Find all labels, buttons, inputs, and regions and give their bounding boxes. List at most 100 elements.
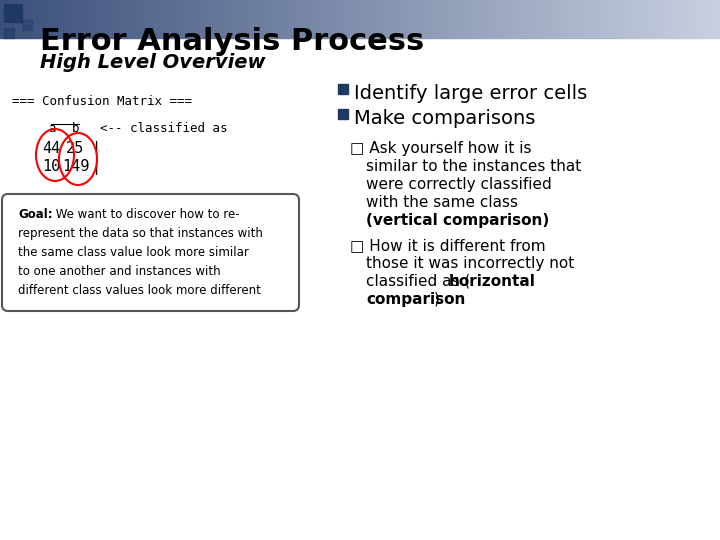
Bar: [646, 0, 647, 38]
Bar: [475, 0, 476, 38]
Bar: [174, 0, 175, 38]
Bar: [713, 0, 714, 38]
Bar: [431, 0, 432, 38]
Bar: [455, 0, 456, 38]
Bar: [112, 0, 113, 38]
Bar: [368, 0, 369, 38]
Bar: [116, 0, 117, 38]
Bar: [337, 0, 338, 38]
Bar: [610, 0, 611, 38]
Bar: [242, 0, 243, 38]
Bar: [608, 0, 609, 38]
Bar: [206, 0, 207, 38]
Bar: [558, 0, 559, 38]
Bar: [247, 0, 248, 38]
Bar: [165, 0, 166, 38]
Bar: [130, 0, 131, 38]
Bar: [217, 0, 218, 38]
Bar: [716, 0, 717, 38]
Bar: [503, 0, 504, 38]
Text: comparison: comparison: [366, 292, 465, 307]
Bar: [53, 0, 54, 38]
Bar: [574, 0, 575, 38]
Bar: [712, 0, 713, 38]
Bar: [507, 0, 508, 38]
Bar: [531, 0, 532, 38]
Bar: [191, 0, 192, 38]
Bar: [569, 0, 570, 38]
Text: horizontal: horizontal: [449, 274, 536, 289]
Bar: [536, 0, 537, 38]
Bar: [509, 0, 510, 38]
Bar: [201, 0, 202, 38]
Bar: [384, 0, 385, 38]
Bar: [476, 0, 477, 38]
Bar: [496, 0, 497, 38]
Bar: [303, 0, 304, 38]
Text: □ How it is different from: □ How it is different from: [350, 238, 546, 253]
Bar: [364, 0, 365, 38]
Bar: [99, 0, 100, 38]
Bar: [339, 0, 340, 38]
Bar: [689, 0, 690, 38]
Bar: [162, 0, 163, 38]
Bar: [77, 0, 78, 38]
Bar: [540, 0, 541, 38]
Bar: [338, 0, 339, 38]
Bar: [386, 0, 387, 38]
Bar: [486, 0, 487, 38]
Bar: [556, 0, 557, 38]
Bar: [675, 0, 676, 38]
Bar: [389, 0, 390, 38]
Bar: [619, 0, 620, 38]
Bar: [423, 0, 424, 38]
Bar: [474, 0, 475, 38]
Bar: [505, 0, 506, 38]
Bar: [537, 0, 538, 38]
Bar: [13, 0, 14, 38]
Bar: [289, 0, 290, 38]
Bar: [132, 0, 133, 38]
Bar: [591, 0, 592, 38]
Bar: [648, 0, 649, 38]
Bar: [225, 0, 226, 38]
Bar: [347, 0, 348, 38]
Bar: [559, 0, 560, 38]
Bar: [138, 0, 139, 38]
Bar: [255, 0, 256, 38]
Bar: [650, 0, 651, 38]
Bar: [585, 0, 586, 38]
Bar: [370, 0, 371, 38]
Bar: [395, 0, 396, 38]
Bar: [606, 0, 607, 38]
Bar: [526, 0, 527, 38]
Bar: [233, 0, 234, 38]
Bar: [499, 0, 500, 38]
Bar: [59, 0, 60, 38]
Bar: [57, 0, 58, 38]
Bar: [108, 0, 109, 38]
Bar: [651, 0, 652, 38]
Text: were correctly classified: were correctly classified: [366, 177, 552, 192]
Bar: [294, 0, 295, 38]
Bar: [124, 0, 125, 38]
Bar: [236, 0, 237, 38]
Bar: [88, 0, 89, 38]
Bar: [365, 0, 366, 38]
Bar: [519, 0, 520, 38]
Bar: [400, 0, 401, 38]
Bar: [652, 0, 653, 38]
Bar: [327, 0, 328, 38]
Bar: [84, 0, 85, 38]
Bar: [595, 0, 596, 38]
Text: <-- classified as: <-- classified as: [100, 122, 228, 135]
Bar: [641, 0, 642, 38]
Bar: [462, 0, 463, 38]
Bar: [687, 0, 688, 38]
Bar: [87, 0, 88, 38]
Bar: [469, 0, 470, 38]
Bar: [632, 0, 633, 38]
Bar: [288, 0, 289, 38]
Bar: [11, 0, 12, 38]
Bar: [123, 0, 124, 38]
